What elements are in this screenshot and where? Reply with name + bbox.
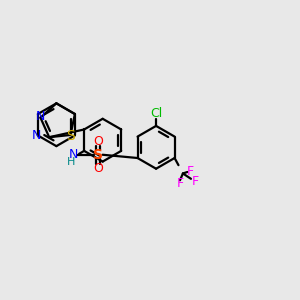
Text: F: F: [187, 166, 194, 178]
Text: N: N: [69, 148, 78, 161]
Text: S: S: [66, 130, 75, 143]
Text: Cl: Cl: [150, 107, 162, 120]
Text: N: N: [36, 110, 45, 123]
Text: O: O: [93, 135, 103, 148]
Text: F: F: [176, 177, 184, 190]
Text: S: S: [93, 148, 103, 162]
Text: H: H: [67, 157, 75, 167]
Text: N: N: [32, 129, 41, 142]
Text: O: O: [93, 162, 103, 175]
Text: F: F: [192, 175, 199, 188]
